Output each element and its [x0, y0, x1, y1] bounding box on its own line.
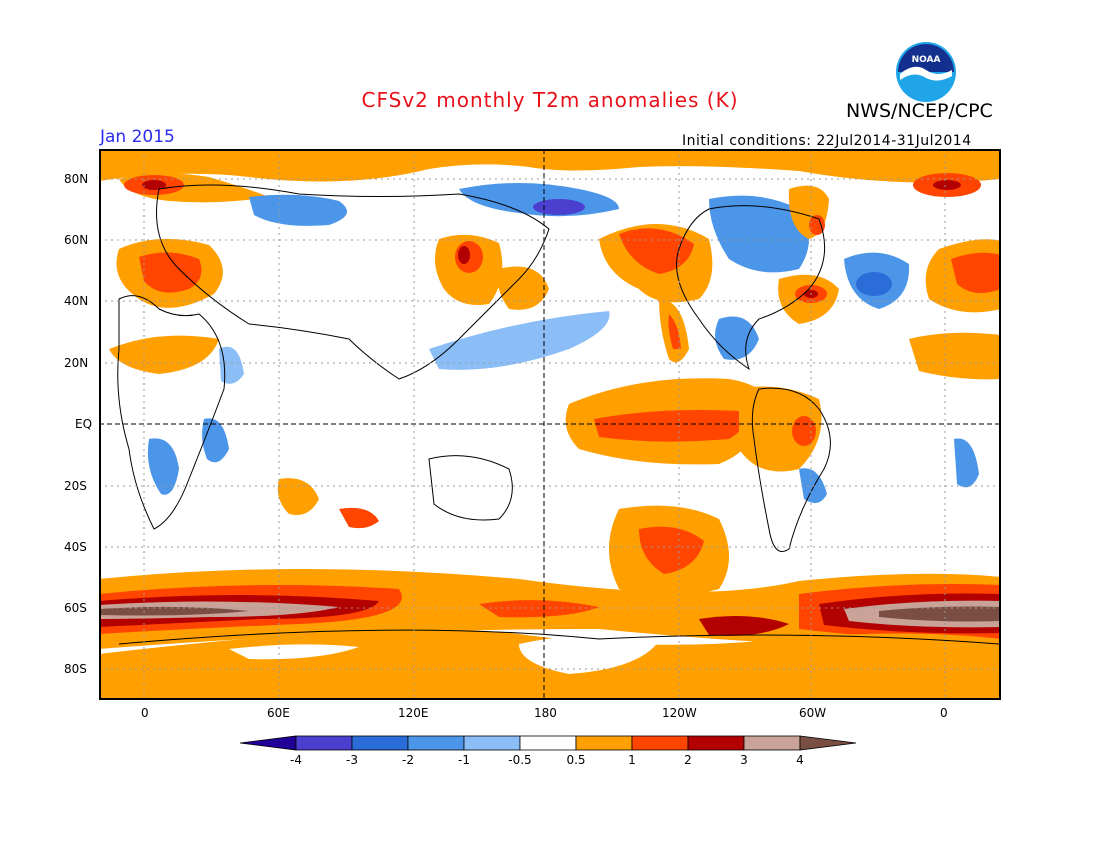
valid-month: Jan 2015 — [100, 127, 175, 147]
lon-label: 120W — [662, 706, 697, 720]
initial-conditions: Initial conditions: 22Jul2014-31Jul2014 — [682, 133, 972, 149]
map-title: CFSv2 monthly T2m anomalies (K) — [361, 88, 739, 112]
lat-label: 20N — [64, 356, 89, 370]
lon-label: 0 — [141, 706, 149, 720]
svg-text:NOAA: NOAA — [912, 55, 941, 65]
equator-dateline — [99, 149, 1001, 700]
colorbar-swatch — [463, 735, 521, 751]
lat-label: 40N — [64, 294, 89, 308]
color-scale-bar: -4 -3 -2 -1 -0.5 0.5 1 2 3 4 — [240, 735, 857, 767]
grid-lines — [99, 149, 1001, 700]
lat-label: 80S — [64, 662, 87, 676]
colorbar-swatch — [575, 735, 633, 751]
colorbar-swatch — [799, 735, 857, 751]
lat-label: EQ — [75, 417, 93, 431]
lon-label: 60W — [799, 706, 827, 720]
colorbar-swatch — [687, 735, 745, 751]
colorbar-swatch — [631, 735, 689, 751]
colorbar-label: 4 — [796, 753, 804, 767]
lat-label: 20S — [64, 479, 87, 493]
colorbar-label: -2 — [402, 753, 414, 767]
lon-label: 60E — [267, 706, 290, 720]
colorbar-label: -1 — [458, 753, 470, 767]
colorbar-swatch — [519, 735, 577, 751]
colorbar-swatch — [295, 735, 353, 751]
colorbar-swatch — [743, 735, 801, 751]
lat-label: 60S — [64, 601, 87, 615]
colorbar-swatch — [351, 735, 409, 751]
colorbar-label: 3 — [740, 753, 748, 767]
colorbar-label: -4 — [290, 753, 302, 767]
colorbar-label: 1 — [628, 753, 636, 767]
lon-label: 0 — [940, 706, 948, 720]
coastlines — [117, 184, 1000, 645]
agency-label: NWS/NCEP/CPC — [846, 100, 993, 122]
lon-label: 120E — [398, 706, 429, 720]
lon-label: 180 — [534, 706, 557, 720]
noaa-logo: NOAA — [896, 42, 956, 102]
colorbar-swatch — [407, 735, 465, 751]
colorbar-label: 0.5 — [566, 753, 585, 767]
anomaly-map — [99, 149, 1001, 700]
colorbar-swatch — [240, 735, 297, 751]
lat-label: 80N — [64, 172, 89, 186]
arctic-warm-band — [99, 149, 1001, 183]
lat-label: 60N — [64, 233, 89, 247]
colorbar-label: -0.5 — [508, 753, 531, 767]
colorbar-label: 2 — [684, 753, 692, 767]
lat-label: 40S — [64, 540, 87, 554]
colorbar-label: -3 — [346, 753, 358, 767]
